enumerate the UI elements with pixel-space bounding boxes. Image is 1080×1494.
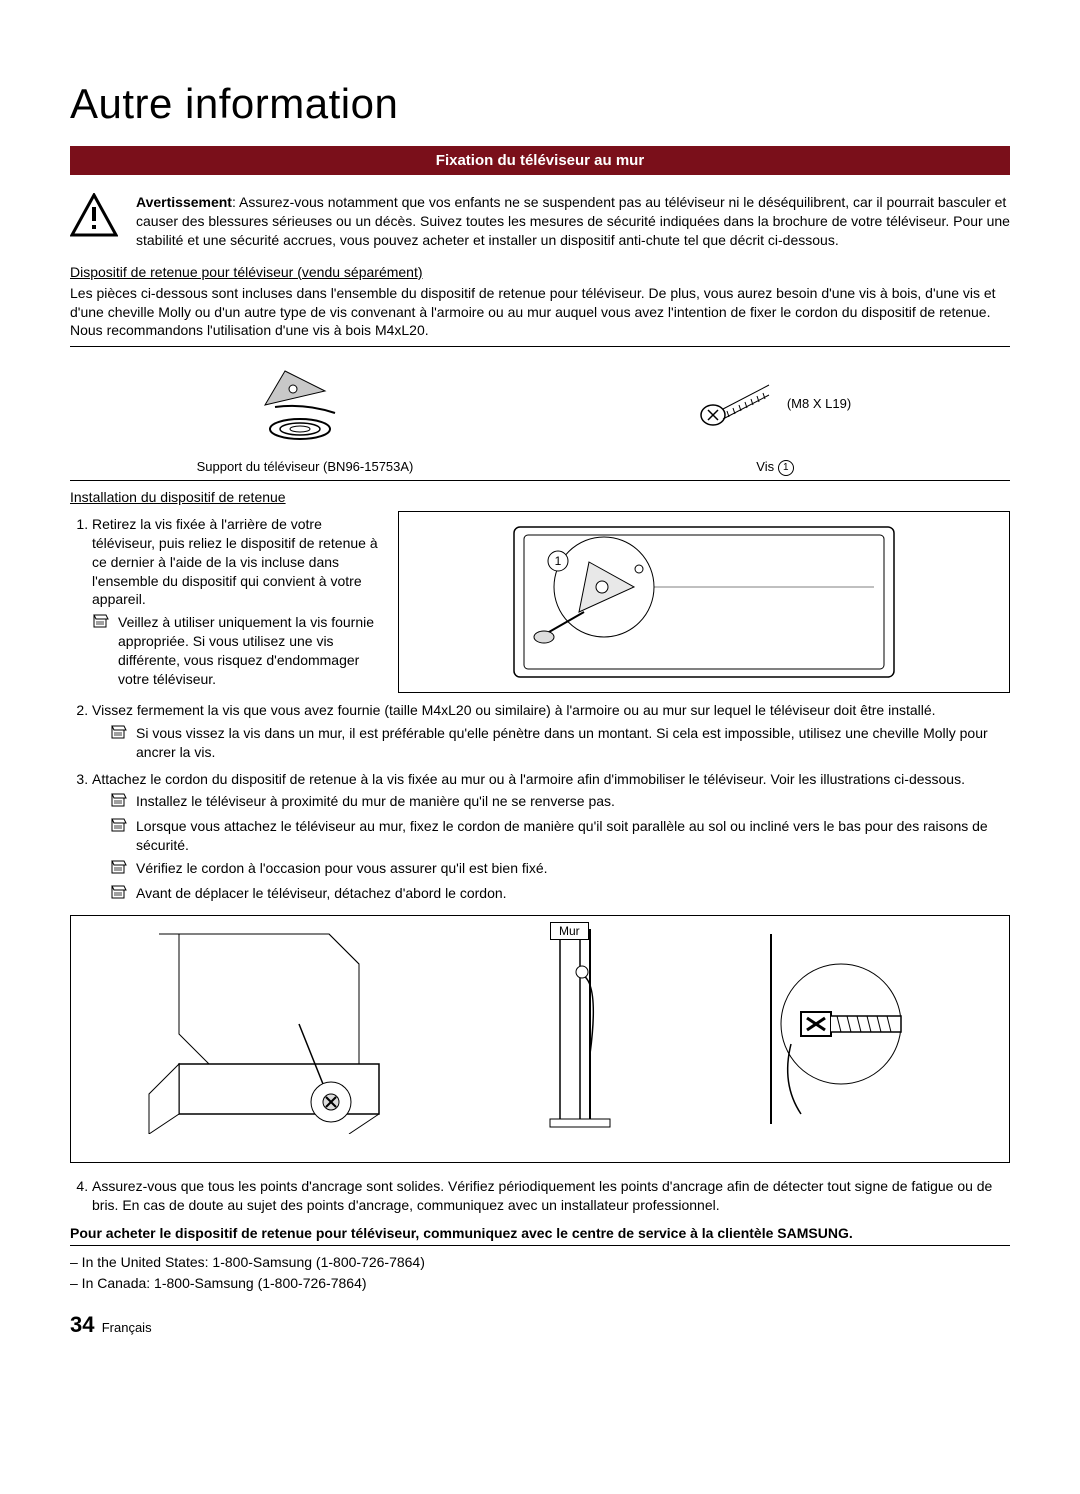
step-3-note-c: Vérifiez le cordon à l'occasion pour vou… <box>136 859 548 878</box>
step-3: Attachez le cordon du dispositif de rete… <box>92 770 1010 905</box>
section-banner: Fixation du téléviseur au mur <box>70 146 1010 175</box>
diagram-wall-side <box>490 924 650 1134</box>
part-screw-caption: Vis 1 <box>540 453 1010 480</box>
part-holder-caption: Support du téléviseur (BN96-15753A) <box>70 453 540 480</box>
note-icon <box>110 724 128 745</box>
step-1: Retirez la vis fixée à l'arrière de votr… <box>92 515 380 689</box>
step-2: Vissez fermement la vis que vous avez fo… <box>92 701 1010 762</box>
subheading-retention-device: Dispositif de retenue pour téléviseur (v… <box>70 264 1010 280</box>
divider <box>70 346 1010 347</box>
circled-one-icon: 1 <box>778 460 794 476</box>
step-1-note: Veillez à utiliser uniquement la vis fou… <box>118 613 380 689</box>
step-1-text: Retirez la vis fixée à l'arrière de votr… <box>92 516 378 608</box>
note-icon <box>110 884 128 905</box>
parts-caption-row: Support du téléviseur (BN96-15753A) Vis … <box>70 453 1010 481</box>
warning-body: : Assurez-vous notamment que vos enfants… <box>136 194 1010 248</box>
part-holder-image <box>70 353 540 453</box>
note-icon <box>110 817 128 838</box>
steps-continued: Vissez fermement la vis que vous avez fo… <box>70 701 1010 905</box>
step-3-text: Attachez le cordon du dispositif de rete… <box>92 771 965 787</box>
parts-image-row: (M8 X L19) <box>70 353 1010 453</box>
step-3-note-a: Installez le téléviseur à proximité du m… <box>136 792 615 811</box>
paragraph-parts: Les pièces ci-dessous sont incluses dans… <box>70 284 1010 341</box>
step-2-note: Si vous vissez la vis dans un mur, il es… <box>136 724 1010 762</box>
wall-label: Mur <box>550 922 589 940</box>
diagram-cabinet <box>119 924 399 1134</box>
manual-page: Autre information Fixation du téléviseur… <box>0 0 1080 1388</box>
page-number: 34 <box>70 1312 94 1337</box>
contact-us: – In the United States: 1-800-Samsung (1… <box>70 1252 1010 1273</box>
wall-diagram-box: Mur <box>70 915 1010 1163</box>
install-row: Retirez la vis fixée à l'arrière de votr… <box>70 511 1010 697</box>
screw-caption-text: Vis <box>756 459 777 474</box>
note-icon <box>92 613 110 634</box>
diagram-wall-screw <box>741 924 961 1134</box>
purchase-line: Pour acheter le dispositif de retenue po… <box>70 1225 1010 1241</box>
page-lang: Français <box>102 1320 152 1335</box>
step-4: Assurez-vous que tous les points d'ancra… <box>92 1177 1010 1215</box>
warning-label: Avertissement <box>136 194 232 210</box>
step-3-note-d: Avant de déplacer le téléviseur, détache… <box>136 884 507 903</box>
step-2-text: Vissez fermement la vis que vous avez fo… <box>92 702 936 718</box>
contact-ca: – In Canada: 1-800-Samsung (1-800-726-78… <box>70 1273 1010 1294</box>
steps-final: Assurez-vous que tous les points d'ancra… <box>70 1177 1010 1215</box>
note-icon <box>110 792 128 813</box>
page-title: Autre information <box>70 80 1010 128</box>
warning-icon <box>70 193 118 237</box>
divider <box>70 1245 1010 1246</box>
install-diagram: 1 <box>398 511 1010 693</box>
subheading-installation: Installation du dispositif de retenue <box>70 489 1010 505</box>
warning-block: Avertissement: Assurez-vous notamment qu… <box>70 193 1010 250</box>
part-screw-image: (M8 X L19) <box>540 353 1010 453</box>
step-4-text: Assurez-vous que tous les points d'ancra… <box>92 1178 992 1213</box>
screw-size-label: (M8 X L19) <box>787 395 851 413</box>
note-icon <box>110 859 128 880</box>
page-footer: 34 Français <box>70 1312 1010 1338</box>
install-text-col: Retirez la vis fixée à l'arrière de votr… <box>70 511 380 697</box>
warning-text: Avertissement: Assurez-vous notamment qu… <box>136 193 1010 250</box>
step-3-note-b: Lorsque vous attachez le téléviseur au m… <box>136 817 1010 855</box>
svg-text:1: 1 <box>555 554 562 568</box>
